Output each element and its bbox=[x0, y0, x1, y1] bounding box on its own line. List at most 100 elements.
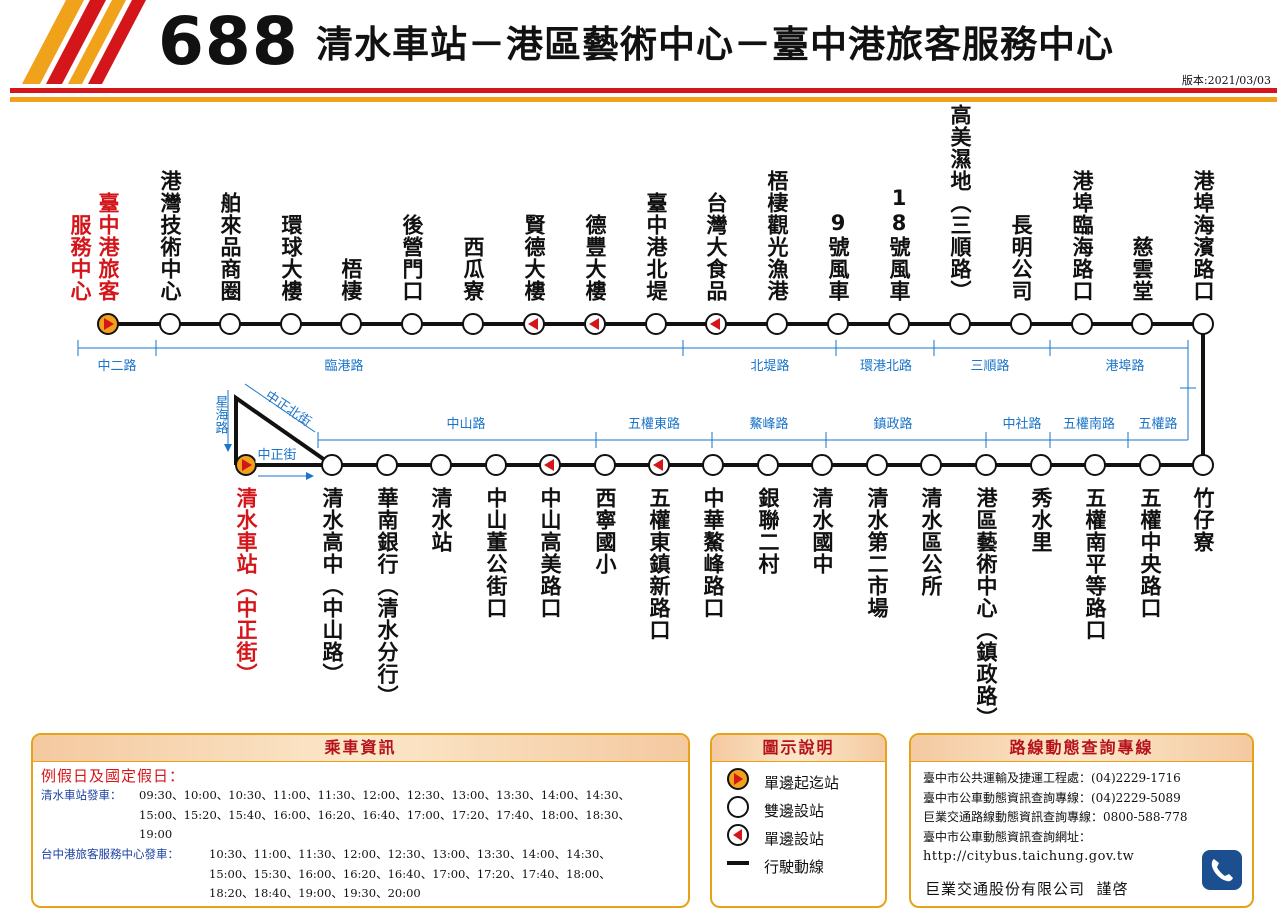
row1-label: 清水車站發車： bbox=[41, 788, 122, 802]
two-way-stop-icon bbox=[727, 796, 749, 818]
stop-label: 中山高美路口 bbox=[538, 487, 563, 619]
stop-label: 清水第二市場 bbox=[865, 487, 890, 619]
stop-label: 竹仔寮 bbox=[1191, 487, 1216, 553]
two-way-stop-icon bbox=[645, 313, 667, 335]
stop-label: 賢德大樓 bbox=[522, 214, 547, 302]
two-way-stop-icon bbox=[866, 454, 888, 476]
two-way-stop-icon bbox=[485, 454, 507, 476]
two-way-stop-icon bbox=[1192, 454, 1214, 476]
road-label: 中山路 bbox=[444, 413, 488, 432]
two-way-stop-icon bbox=[811, 454, 833, 476]
contact-line-3: 巨業交通路線動態資訊查詢專線：0800-588-778 bbox=[923, 810, 1188, 824]
two-way-stop-icon bbox=[702, 454, 724, 476]
ride-info-subtitle: 例假日及國定假日： bbox=[41, 767, 186, 785]
two-way-stop-icon bbox=[888, 313, 910, 335]
road-label: 臨港路 bbox=[322, 355, 366, 374]
two-way-stop-icon bbox=[594, 454, 616, 476]
one-way-arrow-icon bbox=[528, 318, 538, 330]
road-label: 鎮政路 bbox=[871, 413, 915, 432]
route-map: 臺中港旅客 服務中心 港灣技術中心 舶來品商圈 環球大樓 梧棲 後營門口 西瓜寮 賢德大樓 德豐大… bbox=[68, 104, 1216, 729]
stop-label: 梧棲觀光漁港 bbox=[765, 170, 790, 302]
road-label: 五權南路 bbox=[1060, 413, 1118, 432]
ride-info-title: 乘車資訊 bbox=[33, 735, 688, 762]
two-way-stop-icon bbox=[462, 313, 484, 335]
road-label: 五權東路 bbox=[625, 413, 683, 432]
road-label: 中社路 bbox=[1000, 413, 1044, 432]
loop-north-arrow bbox=[244, 383, 316, 433]
row1-line2: 15:00、15:20、15:40、16:00、16:20、16:40、17:0… bbox=[139, 807, 631, 822]
one-way-arrow-icon bbox=[653, 459, 663, 471]
stop-label: 中華鰲峰路口 bbox=[701, 487, 726, 619]
two-way-stop-icon bbox=[1084, 454, 1106, 476]
row2-label: 台中港旅客服務中心發車： bbox=[41, 847, 179, 861]
two-way-stop-icon bbox=[766, 313, 788, 335]
stop-label: 台灣大食品 bbox=[704, 192, 729, 302]
stop-label: 港灣技術中心 bbox=[158, 170, 183, 302]
stop-label: 高美濕地︵三順路︶ bbox=[948, 104, 973, 302]
two-way-stop-icon bbox=[757, 454, 779, 476]
row2-times: 10:30、11:00、11:30、12:00、12:30、13:00、13:3… bbox=[209, 845, 611, 904]
contact-panel: 路線動態查詢專線 臺中市公共運輸及捷運工程處：(04)2229-1716 臺中市… bbox=[909, 733, 1254, 908]
stop-label-terminal-bottom: 清水車站︵中正街︶ bbox=[234, 487, 259, 685]
road-label-loop-west: 星海路 bbox=[212, 395, 228, 434]
stop-label: 五權東鎮新路口 bbox=[647, 487, 672, 641]
stop-label: 港埠臨海路口 bbox=[1070, 170, 1095, 302]
stop-label: 環球大樓 bbox=[279, 214, 304, 302]
two-way-stop-icon bbox=[340, 313, 362, 335]
version-label: 版本:2021/03/03 bbox=[1181, 74, 1271, 87]
stop-label: 長明公司 bbox=[1009, 214, 1034, 302]
stop-label: 慈雲堂 bbox=[1130, 236, 1155, 302]
stop-label: 五權中央路口 bbox=[1138, 487, 1163, 619]
row1-line3: 19:00 bbox=[139, 827, 173, 841]
one-way-stop-icon bbox=[727, 824, 749, 846]
stop-label: 五權南平等路口 bbox=[1083, 487, 1108, 641]
contact-url[interactable]: http://citybus.taichung.gov.tw bbox=[923, 849, 1135, 864]
legend-icons bbox=[727, 768, 749, 865]
stop-label: 清水站 bbox=[429, 487, 454, 553]
two-way-stop-icon bbox=[1010, 313, 1032, 335]
one-way-arrow-icon bbox=[544, 459, 554, 471]
ride-info-panel: 乘車資訊 例假日及國定假日： 清水車站發車： 09:30、10:00、10:30… bbox=[31, 733, 690, 908]
contact-lines: 臺中市公共運輸及捷運工程處：(04)2229-1716 臺中市公車動態資訊查詢專… bbox=[923, 769, 1187, 867]
two-way-stop-icon bbox=[975, 454, 997, 476]
contact-line-4: 臺中市公車動態資訊查詢網址： bbox=[923, 829, 1092, 844]
road-label: 環港北路 bbox=[857, 355, 915, 374]
terminal-arrow-icon bbox=[104, 318, 114, 330]
row1-times: 09:30、10:00、10:30、11:00、11:30、12:00、12:3… bbox=[139, 786, 630, 845]
two-way-stop-icon bbox=[1131, 313, 1153, 335]
two-way-stop-icon bbox=[159, 313, 181, 335]
stop-label: 臺中港北堤 bbox=[644, 192, 669, 302]
terminal-stop-icon bbox=[727, 768, 749, 790]
stop-label: 清水國中 bbox=[810, 487, 835, 575]
phone-icon bbox=[1202, 850, 1242, 890]
two-way-stop-icon bbox=[920, 454, 942, 476]
arrow-head-icon bbox=[224, 444, 232, 452]
stop-label: 清水高中︵中山路︶ bbox=[320, 487, 345, 685]
road-label: 中二路 bbox=[95, 355, 139, 374]
two-way-stop-icon bbox=[1139, 454, 1161, 476]
contact-line-1: 臺中市公共運輸及捷運工程處：(04)2229-1716 bbox=[923, 771, 1181, 785]
legend-labels: 單邊起迄站 雙邊設站 單邊設站 行駛動線 bbox=[764, 769, 839, 881]
road-label: 五權路 bbox=[1136, 413, 1180, 432]
stop-label: 後營門口 bbox=[400, 214, 425, 302]
two-way-stop-icon bbox=[430, 454, 452, 476]
row2-line2: 15:00、15:30、16:00、16:20、16:40、17:00、17:2… bbox=[209, 866, 611, 881]
stop-label: 港區藝術中心︵鎮政路︶ bbox=[974, 487, 999, 729]
contact-line-2: 臺中市公車動態資訊查詢專線：(04)2229-5089 bbox=[923, 790, 1181, 805]
two-way-stop-icon bbox=[321, 454, 343, 476]
two-way-stop-icon bbox=[1071, 313, 1093, 335]
road-label: 三順路 bbox=[968, 355, 1012, 374]
two-way-stop-icon bbox=[401, 313, 423, 335]
one-way-arrow-icon bbox=[589, 318, 599, 330]
stop-label: 9號風車 bbox=[826, 211, 851, 302]
stop-label: 西瓜寮 bbox=[461, 236, 486, 302]
row2-line3: 18:20、18:40、19:00、19:30、20:00 bbox=[209, 886, 421, 900]
header: 688 清水車站－港區藝術中心－臺中港旅客服務中心 版本:2021/03/03 bbox=[0, 0, 1287, 110]
route-lines bbox=[77, 313, 1214, 480]
stop-label: 銀聯二村 bbox=[756, 487, 781, 575]
road-label-loop-south: 中正街 bbox=[255, 444, 299, 463]
road-label: 鰲峰路 bbox=[747, 413, 791, 432]
stop-label: 梧棲 bbox=[339, 258, 364, 302]
stop-label-terminal-top: 臺中港旅客 bbox=[96, 192, 121, 302]
two-way-stop-icon bbox=[219, 313, 241, 335]
